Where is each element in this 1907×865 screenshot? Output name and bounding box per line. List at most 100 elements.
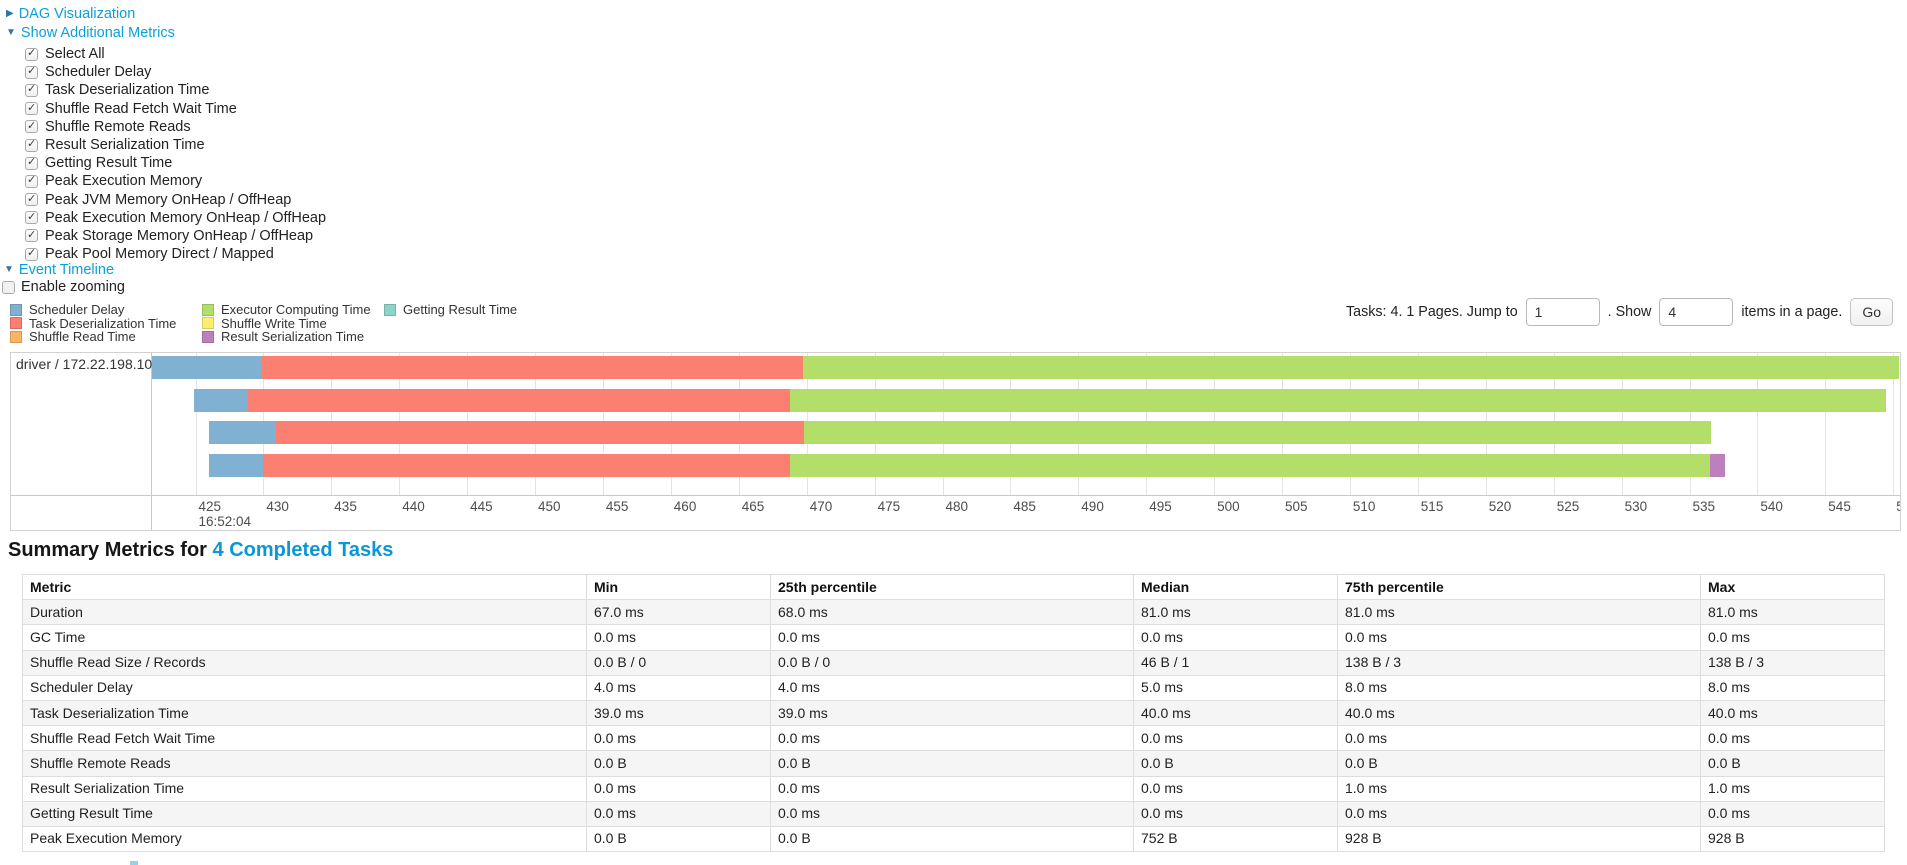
task-bar-segment-executor_computing[interactable] (803, 421, 1712, 444)
metric-checkbox-row[interactable]: Peak Execution Memory (25, 172, 326, 190)
column-header: 75th percentile (1337, 573, 1701, 601)
metric-value-cell: 0.0 ms (1700, 800, 1885, 827)
metric-checkbox[interactable] (25, 65, 38, 79)
metric-checkbox[interactable] (25, 247, 38, 261)
metric-checkbox[interactable] (25, 138, 38, 152)
metric-checkbox[interactable] (25, 229, 38, 243)
completed-tasks-link[interactable]: 4 Completed Tasks (212, 539, 394, 561)
timeline-tick-label: 515 (1420, 499, 1444, 514)
dag-visualization-toggle[interactable]: ▶ DAG Visualization (6, 6, 135, 22)
enable-zooming-label: Enable zooming (21, 279, 125, 295)
metric-value-cell: 928 B (1700, 825, 1885, 853)
metric-checkbox-label: Peak JVM Memory OnHeap / OffHeap (45, 191, 292, 208)
metric-checkbox-row[interactable]: Getting Result Time (25, 154, 326, 172)
task-bar-segment-scheduler_delay[interactable] (152, 356, 262, 379)
dag-visualization-link[interactable]: DAG Visualization (18, 6, 136, 22)
enable-zooming-checkbox[interactable] (2, 280, 15, 294)
metric-checkbox-row[interactable]: Peak JVM Memory OnHeap / OffHeap (25, 191, 326, 209)
metric-value-cell: 0.0 ms (1337, 725, 1701, 752)
metric-value-cell: 0.0 ms (1337, 800, 1701, 827)
event-timeline-link[interactable]: Event Timeline (18, 262, 115, 278)
task-bar-segment-executor_computing[interactable] (790, 389, 1887, 412)
metric-name-cell: Shuffle Read Fetch Wait Time (22, 725, 587, 752)
metric-value-cell: 0.0 ms (770, 775, 1134, 802)
metric-checkbox-label: Task Deserialization Time (45, 82, 210, 99)
metric-checkbox[interactable] (25, 156, 38, 170)
metric-checkbox-label: Result Serialization Time (45, 137, 205, 154)
metric-checkbox[interactable] (25, 120, 38, 134)
jump-to-page-input[interactable] (1525, 298, 1600, 326)
metric-value-cell: 81.0 ms (1337, 599, 1701, 626)
timeline-tick-label: 490 (1081, 499, 1104, 514)
metric-value-cell: 0.0 ms (586, 725, 771, 752)
task-bar-segment-result_serialization[interactable] (1709, 454, 1725, 477)
column-header: Metric (22, 573, 587, 601)
metric-value-cell: 0.0 B (770, 825, 1134, 853)
task-bar-segment-task_deserialization[interactable] (263, 454, 791, 477)
task-bar-segment-scheduler_delay[interactable] (209, 454, 264, 477)
metric-value-cell: 4.0 ms (586, 674, 771, 701)
metric-value-cell: 0.0 ms (1133, 775, 1338, 802)
enable-zooming-row[interactable]: Enable zooming (2, 279, 125, 295)
table-row: Getting Result Time 0.0 ms 0.0 ms 0.0 ms 0.0… (22, 800, 1885, 827)
metric-value-cell: 138 B / 3 (1337, 649, 1701, 676)
metric-value-cell: 0.0 ms (586, 624, 771, 651)
metric-value-cell: 0.0 ms (1700, 725, 1885, 752)
legend-label: Scheduler Delay (29, 302, 125, 317)
metric-value-cell: 752 B (1133, 825, 1338, 853)
metric-checkbox[interactable] (25, 47, 38, 61)
metric-name-cell: GC Time (22, 624, 587, 651)
metric-value-cell: 0.0 B (1337, 750, 1701, 777)
timeline-tick-label: 505 (1285, 499, 1308, 514)
metric-checkbox-row[interactable]: Task Deserialization Time (25, 81, 326, 99)
metric-value-cell: 39.0 ms (770, 699, 1134, 727)
metric-value-cell: 1.0 ms (1337, 775, 1701, 802)
timeline-tick-label: 455 (605, 499, 629, 514)
metric-checkbox-row[interactable]: Select All (25, 45, 326, 63)
show-additional-metrics-toggle[interactable]: ▼ Show Additional Metrics (6, 25, 175, 41)
metric-name-cell: Shuffle Read Size / Records (22, 649, 587, 676)
items-per-page-input[interactable] (1659, 298, 1734, 326)
task-bar-segment-task_deserialization[interactable] (275, 421, 804, 444)
metric-value-cell: 0.0 B (586, 825, 771, 853)
metric-checkbox-row[interactable]: Shuffle Remote Reads (25, 118, 326, 136)
task-bar-segment-executor_computing[interactable] (802, 356, 1899, 379)
metric-checkbox[interactable] (25, 174, 38, 188)
metric-checkbox-row[interactable]: Peak Execution Memory OnHeap / OffHeap (25, 209, 326, 227)
metric-checkbox-label: Shuffle Read Fetch Wait Time (45, 100, 237, 117)
metric-checkbox[interactable] (25, 102, 38, 116)
task-bar-segment-scheduler_delay[interactable] (209, 421, 276, 444)
metric-checkbox-row[interactable]: Result Serialization Time (25, 136, 326, 154)
column-header: Max (1700, 573, 1885, 601)
metric-checkbox-row[interactable]: Scheduler Delay (25, 63, 326, 81)
legend-item: Getting Result Time (384, 303, 517, 317)
table-row: Shuffle Read Fetch Wait Time 0.0 ms 0.0 ms… (22, 725, 1885, 752)
task-bar-segment-executor_computing[interactable] (790, 454, 1710, 477)
metric-name-cell: Scheduler Delay (22, 674, 587, 701)
metric-value-cell: 0.0 ms (1133, 725, 1338, 752)
metric-value-cell: 0.0 B (1700, 750, 1885, 777)
event-timeline-toggle[interactable]: ▼ Event Timeline (4, 262, 114, 278)
legend-label: Shuffle Write Time (221, 315, 327, 331)
task-bar-segment-task_deserialization[interactable] (248, 389, 791, 412)
task-bar-segment-scheduler_delay[interactable] (194, 389, 249, 412)
metric-checkbox[interactable] (25, 83, 38, 97)
metric-name-cell: Task Deserialization Time (22, 699, 587, 727)
legend-item: Result Serialization Time (202, 330, 384, 344)
metric-checkbox-row[interactable]: Shuffle Read Fetch Wait Time (25, 100, 326, 118)
tasks-pages-label: Tasks: 4. 1 Pages. Jump to (1346, 304, 1518, 320)
metric-checkbox[interactable] (25, 211, 38, 225)
task-bar-segment-task_deserialization[interactable] (262, 356, 803, 379)
metric-checkbox-label: Peak Pool Memory Direct / Mapped (45, 246, 274, 263)
legend-label: Executor Computing Time (221, 302, 371, 317)
metric-value-cell: 0.0 ms (1133, 800, 1338, 827)
show-additional-metrics-link[interactable]: Show Additional Metrics (20, 25, 175, 41)
metric-value-cell: 68.0 ms (770, 599, 1134, 626)
go-button[interactable]: Go (1850, 298, 1893, 326)
metric-checkbox[interactable] (25, 193, 38, 207)
metric-value-cell: 0.0 ms (770, 624, 1134, 651)
metric-value-cell: 81.0 ms (1133, 599, 1338, 626)
metric-checkbox-row[interactable]: Peak Pool Memory Direct / Mapped (25, 245, 326, 263)
metric-checkbox-row[interactable]: Peak Storage Memory OnHeap / OffHeap (25, 227, 326, 245)
